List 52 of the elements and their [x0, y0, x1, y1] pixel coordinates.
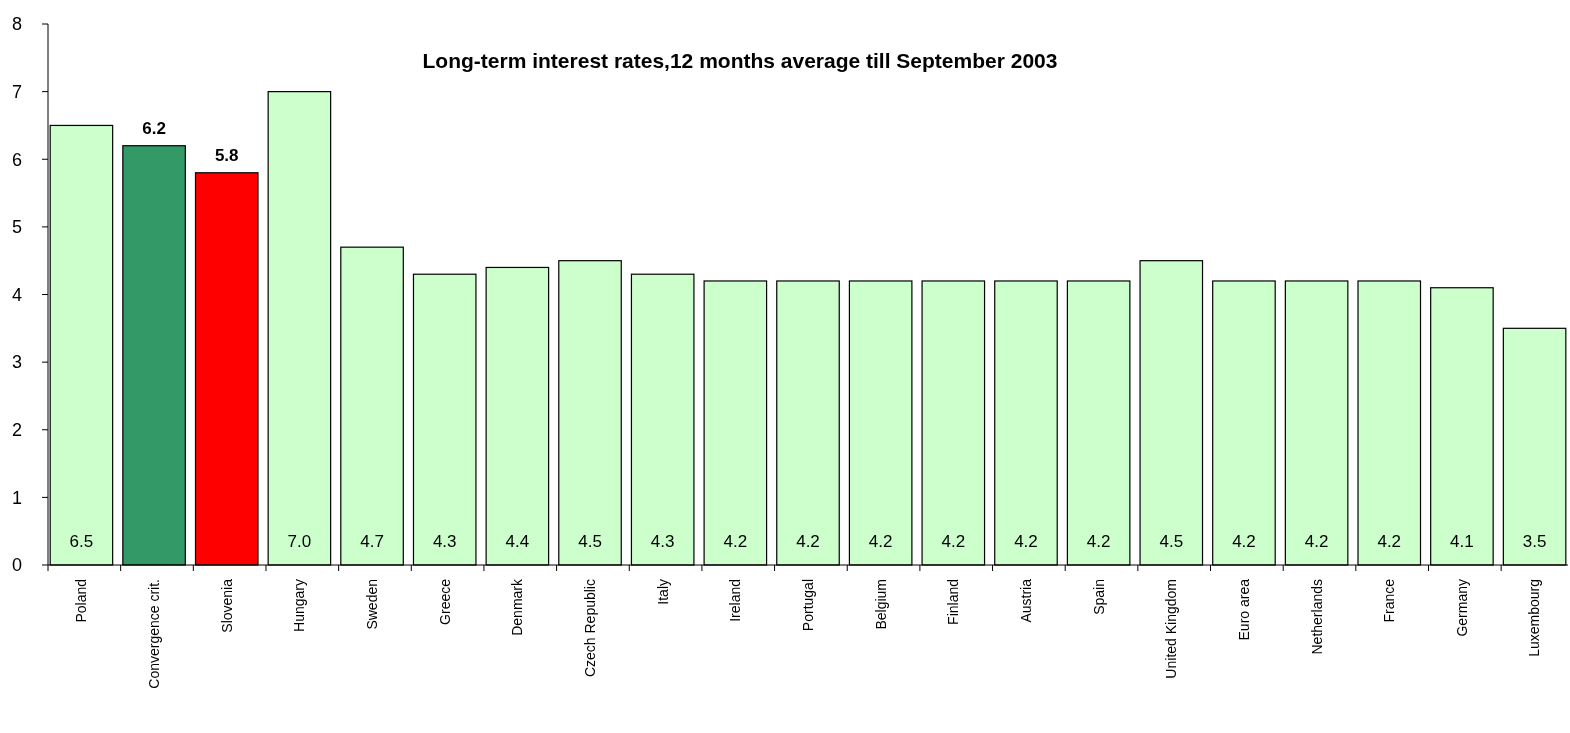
x-tick-label: Finland	[945, 579, 962, 625]
x-tick-label: Hungary	[291, 579, 308, 632]
x-tick-label: Slovenia	[218, 578, 235, 633]
text: Long-term interest rates,12 months average till September 2003	[422, 49, 1058, 72]
x-tick-label: Denmark	[509, 578, 526, 636]
y-tick-label: 4	[11, 284, 22, 305]
y-tick-label: 7	[11, 81, 22, 102]
data-label: 4.2	[1232, 532, 1256, 551]
y-tick-label: 5	[11, 217, 22, 238]
data-label: 4.2	[1377, 532, 1402, 551]
y-tick-label: 3	[11, 352, 22, 373]
x-tick-label: France	[1381, 578, 1398, 623]
x-tick-label: Netherlands	[1308, 579, 1325, 655]
x-tick-label: Czech Republic	[581, 579, 598, 678]
x-tick-label: United Kingdom	[1163, 579, 1180, 679]
data-label: 4.3	[650, 532, 675, 551]
x-tick-label: Poland	[73, 579, 90, 623]
data-label: 4.1	[1450, 532, 1474, 551]
y-tick-label: 2	[11, 420, 22, 441]
x-tick-label: Spain	[1090, 579, 1107, 615]
x-tick-label: Ireland	[727, 579, 744, 622]
data-label: 4.2	[941, 532, 966, 551]
data-label: 7.0	[287, 532, 312, 551]
data-label: 3.5	[1522, 532, 1547, 551]
x-tick-label: Luxembourg	[1526, 579, 1543, 657]
data-label: 4.2	[868, 532, 893, 551]
data-label: 4.2	[1014, 532, 1038, 551]
data-label: 6.5	[69, 532, 94, 551]
x-tick-label: Austria	[1017, 578, 1034, 623]
x-tick-label: Sweden	[363, 579, 380, 630]
x-tick-label: Portugal	[799, 579, 816, 632]
data-label: 4.5	[1159, 532, 1184, 551]
data-label: 5.8	[214, 145, 239, 165]
x-tick-label: Germany	[1453, 579, 1470, 637]
x-tick-label: Italy	[654, 579, 671, 605]
data-label: 4.2	[796, 532, 820, 551]
x-tick-label: Greece	[436, 578, 453, 625]
data-label: 4.2	[723, 532, 748, 551]
x-tick-label: Euro area	[1235, 578, 1252, 641]
data-label: 4.3	[432, 532, 457, 551]
data-label: 4.5	[578, 532, 602, 551]
y-tick-label: 1	[11, 487, 22, 508]
x-tick-label: Belgium	[872, 579, 889, 630]
y-tick-label: 8	[11, 14, 22, 35]
data-label: 6.2	[142, 118, 166, 138]
data-label: 4.7	[360, 532, 384, 551]
y-tick-label: 0	[11, 555, 22, 576]
x-tick-label: Convergence crit.	[145, 579, 162, 689]
data-label: 4.2	[1304, 532, 1329, 551]
data-label: 4.2	[1086, 532, 1111, 551]
y-tick-label: 6	[11, 149, 22, 170]
data-label: 4.4	[505, 532, 530, 551]
